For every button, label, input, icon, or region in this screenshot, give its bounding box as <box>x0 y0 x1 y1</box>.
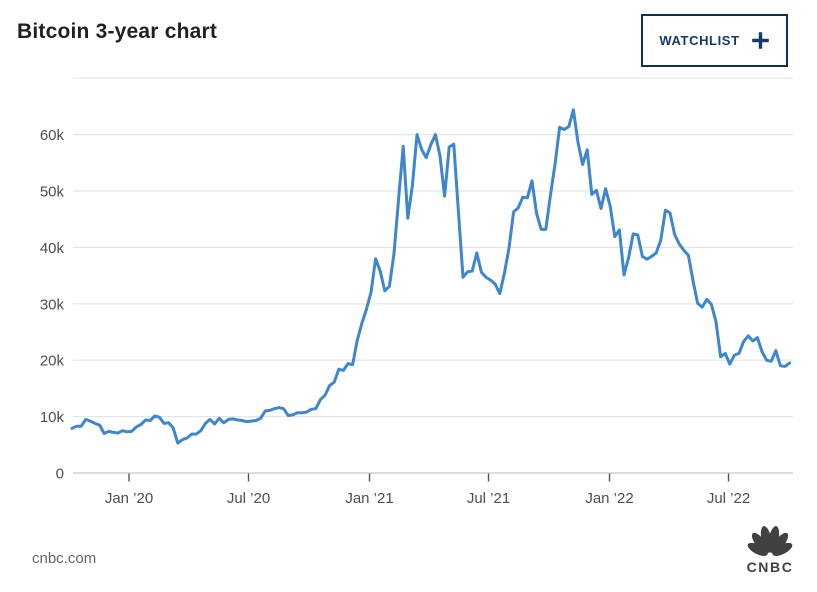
y-axis-label-60k: 60k <box>40 127 65 144</box>
x-axis-label-0: Jan ’20 <box>105 490 153 507</box>
watchlist-button[interactable]: WATCHLIST <box>641 14 788 67</box>
x-axis-label-1: Jul ’20 <box>227 490 270 507</box>
cnbc-logo: CNBC <box>727 522 813 574</box>
plus-icon <box>751 32 769 49</box>
x-axis-label-2: Jan ’21 <box>345 490 393 507</box>
watchlist-button-label: WATCHLIST <box>659 33 740 48</box>
page-title: Bitcoin 3-year chart <box>17 20 218 43</box>
y-axis-label-30k: 30k <box>40 296 65 313</box>
cnbc-peacock-icon <box>747 526 793 556</box>
x-axis-label-4: Jan ’22 <box>585 490 633 507</box>
price-line <box>70 108 792 445</box>
x-axis-label-5: Jul ’22 <box>707 490 750 507</box>
cnbc-wordmark: CNBC <box>746 559 794 575</box>
y-axis-label-20k: 20k <box>40 353 65 370</box>
x-axis-label-3: Jul ’21 <box>467 490 510 507</box>
y-axis-label-40k: 40k <box>40 240 65 257</box>
y-axis-label-10k: 10k <box>40 409 65 426</box>
source-text: cnbc.com <box>32 550 97 567</box>
y-axis-label-0: 0 <box>56 466 64 483</box>
y-axis-label-50k: 50k <box>40 184 65 201</box>
